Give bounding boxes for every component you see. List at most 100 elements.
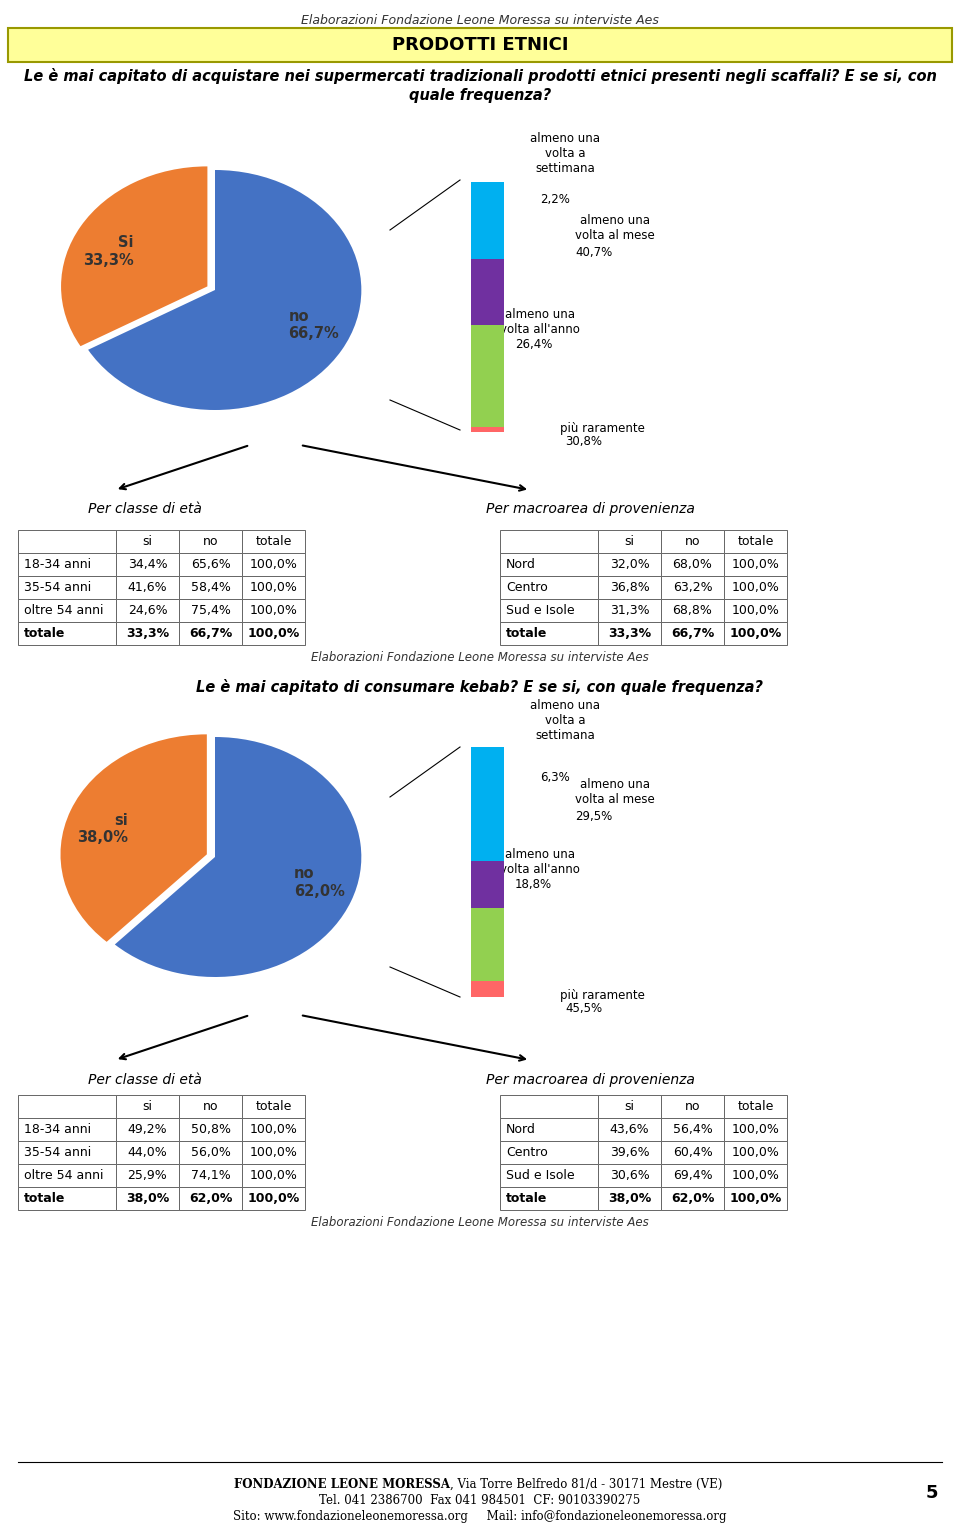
Text: 49,2%: 49,2% <box>128 1124 167 1136</box>
Text: 36,8%: 36,8% <box>610 581 649 593</box>
Bar <box>242 1094 305 1117</box>
Text: 31,3%: 31,3% <box>610 604 649 616</box>
Bar <box>598 622 661 646</box>
Text: 62,0%: 62,0% <box>189 1193 232 1205</box>
Bar <box>500 622 598 646</box>
Wedge shape <box>115 738 361 978</box>
Bar <box>661 553 724 576</box>
Text: 100,0%: 100,0% <box>730 627 781 639</box>
Bar <box>500 576 598 599</box>
Bar <box>661 1164 724 1187</box>
Text: totale: totale <box>255 535 292 549</box>
Text: , Via Torre Belfredo 81/d - 30171 Mestre (VE): , Via Torre Belfredo 81/d - 30171 Mestre… <box>450 1479 722 1491</box>
Text: Per classe di età: Per classe di età <box>88 1073 202 1087</box>
Text: Centro: Centro <box>506 1147 548 1159</box>
Bar <box>598 599 661 622</box>
Bar <box>724 553 787 576</box>
Bar <box>471 324 504 426</box>
Bar <box>724 599 787 622</box>
Bar <box>661 1140 724 1164</box>
Text: 100,0%: 100,0% <box>732 1170 780 1182</box>
Bar <box>116 1164 179 1187</box>
Text: 50,8%: 50,8% <box>190 1124 230 1136</box>
Text: 100,0%: 100,0% <box>250 1124 298 1136</box>
Text: si
38,0%: si 38,0% <box>77 813 128 845</box>
Bar <box>18 576 116 599</box>
Text: 40,7%: 40,7% <box>575 246 612 260</box>
Text: PRODOTTI ETNICI: PRODOTTI ETNICI <box>392 35 568 54</box>
Text: almeno una
volta a
settimana: almeno una volta a settimana <box>530 132 600 175</box>
Text: 38,0%: 38,0% <box>126 1193 169 1205</box>
Bar <box>116 622 179 646</box>
Text: 44,0%: 44,0% <box>128 1147 167 1159</box>
Text: 100,0%: 100,0% <box>248 1193 300 1205</box>
Text: 100,0%: 100,0% <box>250 604 298 616</box>
Bar <box>18 1117 116 1140</box>
Text: 65,6%: 65,6% <box>191 558 230 572</box>
Text: 66,7%: 66,7% <box>189 627 232 639</box>
Bar <box>179 622 242 646</box>
Bar <box>242 599 305 622</box>
Text: almeno una
volta a
settimana: almeno una volta a settimana <box>530 699 600 742</box>
Text: 66,7%: 66,7% <box>671 627 714 639</box>
Text: 33,3%: 33,3% <box>608 627 651 639</box>
Bar <box>598 576 661 599</box>
Text: 100,0%: 100,0% <box>732 1124 780 1136</box>
Bar <box>179 530 242 553</box>
Bar <box>18 599 116 622</box>
Text: Le è mai capitato di acquistare nei supermercati tradizionali prodotti etnici pr: Le è mai capitato di acquistare nei supe… <box>24 68 936 103</box>
Bar <box>598 1140 661 1164</box>
Text: più raramente: più raramente <box>560 990 645 1002</box>
Text: Sud e Isole: Sud e Isole <box>506 1170 575 1182</box>
Bar <box>724 1094 787 1117</box>
Bar <box>116 1140 179 1164</box>
Text: oltre 54 anni: oltre 54 anni <box>24 604 104 616</box>
Bar <box>242 1117 305 1140</box>
Text: Per classe di età: Per classe di età <box>88 503 202 516</box>
Text: 68,8%: 68,8% <box>673 604 712 616</box>
Bar <box>598 553 661 576</box>
Text: 35-54 anni: 35-54 anni <box>24 581 91 593</box>
Text: 100,0%: 100,0% <box>250 581 298 593</box>
Text: 68,0%: 68,0% <box>673 558 712 572</box>
Bar <box>661 576 724 599</box>
Text: 56,4%: 56,4% <box>673 1124 712 1136</box>
Text: Si
33,3%: Si 33,3% <box>84 235 134 267</box>
Text: Le è mai capitato di consumare kebab? E se si, con quale frequenza?: Le è mai capitato di consumare kebab? E … <box>197 679 763 695</box>
Bar <box>242 1140 305 1164</box>
Bar <box>242 530 305 553</box>
Text: 43,6%: 43,6% <box>610 1124 649 1136</box>
Text: 18-34 anni: 18-34 anni <box>24 558 91 572</box>
Bar <box>116 530 179 553</box>
Text: 38,0%: 38,0% <box>608 1193 651 1205</box>
Text: 25,9%: 25,9% <box>128 1170 167 1182</box>
Text: si: si <box>625 535 635 549</box>
Bar <box>471 747 504 861</box>
Text: totale: totale <box>255 1100 292 1113</box>
Text: totale: totale <box>24 1193 65 1205</box>
Bar <box>18 530 116 553</box>
Bar <box>179 1140 242 1164</box>
Text: 30,8%: 30,8% <box>565 435 602 449</box>
Bar <box>471 861 504 907</box>
Text: si: si <box>142 535 153 549</box>
Bar <box>471 426 504 432</box>
Text: Per macroarea di provenienza: Per macroarea di provenienza <box>486 503 694 516</box>
Bar <box>500 1117 598 1140</box>
Text: Nord: Nord <box>506 1124 536 1136</box>
Bar <box>116 576 179 599</box>
Bar <box>724 530 787 553</box>
Text: totale: totale <box>737 1100 774 1113</box>
Wedge shape <box>88 171 361 410</box>
Text: Tel. 041 2386700  Fax 041 984501  CF: 90103390275: Tel. 041 2386700 Fax 041 984501 CF: 9010… <box>320 1494 640 1506</box>
Text: 100,0%: 100,0% <box>250 1170 298 1182</box>
Text: almeno una
volta al mese: almeno una volta al mese <box>575 778 655 805</box>
Text: 18,8%: 18,8% <box>515 878 552 891</box>
Text: Sud e Isole: Sud e Isole <box>506 604 575 616</box>
Text: 100,0%: 100,0% <box>732 581 780 593</box>
Text: no: no <box>684 535 700 549</box>
Bar <box>724 1164 787 1187</box>
Bar <box>116 1117 179 1140</box>
Text: 100,0%: 100,0% <box>250 1147 298 1159</box>
Text: FONDAZIONE LEONE MORESSA: FONDAZIONE LEONE MORESSA <box>234 1479 450 1491</box>
